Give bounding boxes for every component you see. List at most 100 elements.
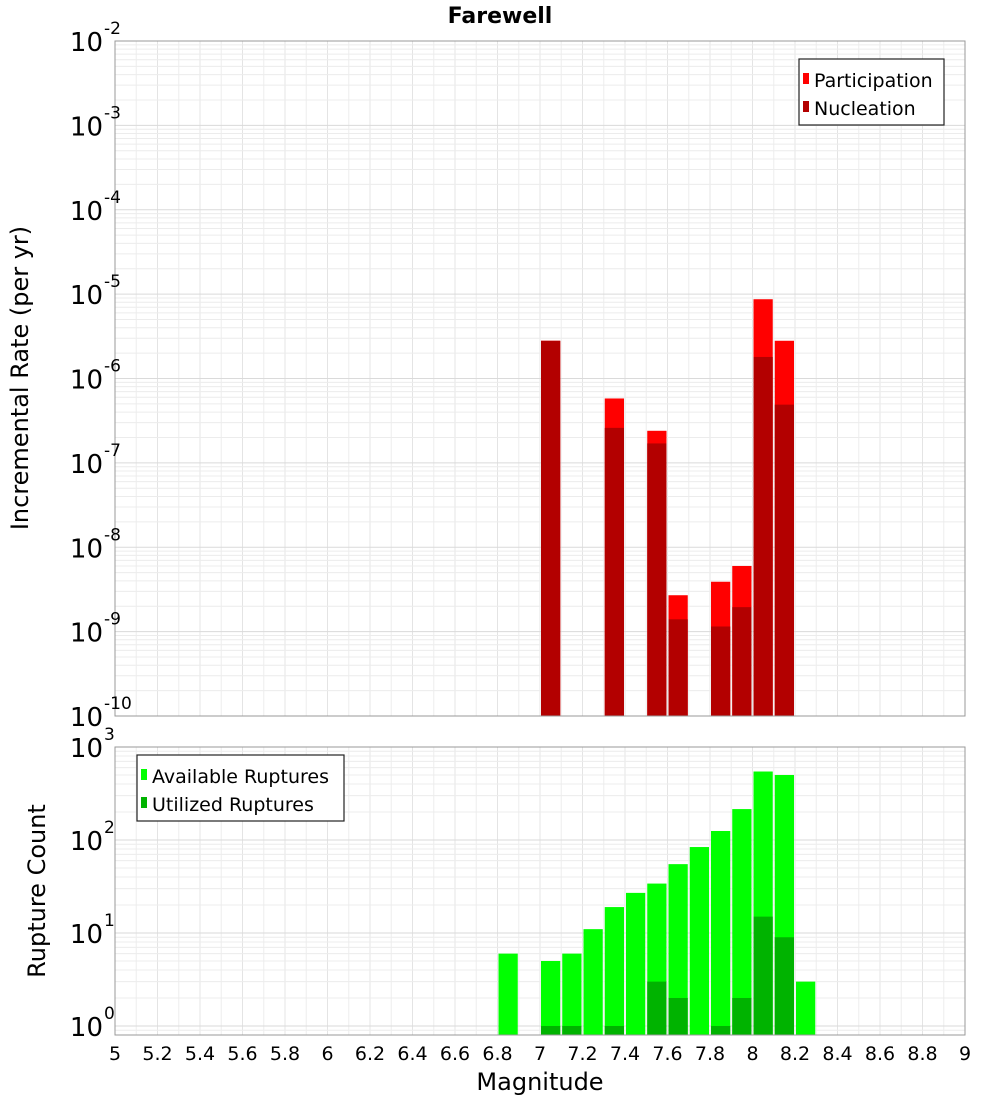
x-tick-label: 6.6 bbox=[440, 1043, 470, 1065]
top-y-tick-label: 10 bbox=[70, 703, 103, 733]
top-y-tick-base: 10 bbox=[70, 112, 103, 142]
top-y-tick-base: 10 bbox=[70, 28, 103, 58]
bottom-legend-box bbox=[136, 754, 345, 822]
top-y-tick-base: 10 bbox=[70, 703, 103, 733]
x-tick-label: 7.2 bbox=[567, 1043, 597, 1065]
x-tick-label: 8 bbox=[746, 1043, 758, 1065]
top-y-axis-title: Incremental Rate (per yr) bbox=[6, 226, 34, 530]
top-y-tick-label: 10 bbox=[70, 281, 103, 311]
bottom-y-tick-label: 10 bbox=[70, 1013, 103, 1043]
x-tick-label: 7 bbox=[534, 1043, 546, 1065]
top-bar-nucleation bbox=[668, 619, 688, 716]
x-tick-label: 8.8 bbox=[907, 1043, 937, 1065]
bottom-bar-available-ruptures bbox=[668, 864, 688, 1035]
bottom-bar-available-ruptures bbox=[626, 892, 646, 1035]
top-bar-nucleation bbox=[604, 427, 624, 716]
x-tick-label: 6.8 bbox=[482, 1043, 512, 1065]
top-bar-nucleation bbox=[541, 340, 561, 716]
top-y-tick-base: 10 bbox=[70, 450, 103, 480]
top-legend-label: Nucleation bbox=[814, 98, 916, 120]
x-tick-label: 8.4 bbox=[822, 1043, 852, 1065]
x-tick-label: 5.8 bbox=[270, 1043, 300, 1065]
top-y-tick-label: 10 bbox=[70, 28, 103, 58]
bottom-legend-swatch bbox=[141, 797, 147, 808]
bottom-bar-available-ruptures bbox=[711, 830, 731, 1035]
bottom-y-tick-label: 10 bbox=[70, 734, 103, 764]
bottom-y-tick-exponent: 2 bbox=[104, 818, 115, 838]
x-tick-label: 6 bbox=[321, 1043, 333, 1065]
top-y-tick-label: 10 bbox=[70, 112, 103, 142]
bottom-y-tick-exponent: 0 bbox=[104, 1004, 115, 1024]
bottom-bar-available-ruptures bbox=[732, 809, 752, 1035]
x-tick-label: 7.8 bbox=[695, 1043, 725, 1065]
plot-frames bbox=[114, 40, 966, 1036]
bottom-bar-available-ruptures bbox=[562, 953, 582, 1035]
top-y-tick-base: 10 bbox=[70, 366, 103, 396]
x-tick-label: 7.4 bbox=[610, 1043, 640, 1065]
top-bar-nucleation bbox=[732, 607, 752, 716]
bottom-bar-utilized-ruptures bbox=[774, 937, 794, 1035]
bottom-bar-utilized-ruptures bbox=[711, 1025, 731, 1035]
bottom-y-tick-exponent: 1 bbox=[104, 911, 115, 931]
top-y-tick-exponent: -2 bbox=[104, 19, 121, 39]
bottom-y-tick-base: 10 bbox=[70, 920, 103, 950]
top-y-tick-exponent: -4 bbox=[104, 188, 121, 208]
x-tick-label: 5.4 bbox=[185, 1043, 215, 1065]
bottom-bar-utilized-ruptures bbox=[647, 981, 667, 1035]
bottom-y-tick-label: 10 bbox=[70, 827, 103, 857]
top-y-tick-label: 10 bbox=[70, 619, 103, 649]
x-tick-label: 7.6 bbox=[652, 1043, 682, 1065]
grid-layer bbox=[114, 40, 966, 1036]
bottom-legend-label: Available Ruptures bbox=[152, 766, 329, 788]
bars-layer bbox=[498, 299, 816, 1035]
bottom-bar-utilized-ruptures bbox=[541, 1025, 561, 1035]
bottom-bar-available-ruptures bbox=[541, 960, 561, 1035]
bottom-bar-available-ruptures bbox=[498, 953, 518, 1035]
top-y-tick-label: 10 bbox=[70, 534, 103, 564]
top-legend-box bbox=[798, 58, 945, 126]
top-bar-nucleation bbox=[753, 356, 773, 716]
bottom-bar-available-ruptures bbox=[796, 981, 816, 1035]
x-tick-label: 5.2 bbox=[142, 1043, 172, 1065]
top-y-tick-exponent: -3 bbox=[104, 103, 121, 123]
top-bar-nucleation bbox=[774, 404, 794, 716]
bottom-bar-utilized-ruptures bbox=[562, 1025, 582, 1035]
top-y-tick-base: 10 bbox=[70, 281, 103, 311]
bottom-y-tick-label: 10 bbox=[70, 920, 103, 950]
bottom-y-axis-title: Rupture Count bbox=[23, 804, 51, 978]
bottom-legend-swatch bbox=[141, 769, 147, 780]
top-y-tick-base: 10 bbox=[70, 534, 103, 564]
x-tick-label: 5 bbox=[109, 1043, 121, 1065]
bottom-bar-available-ruptures bbox=[604, 907, 624, 1035]
x-axis-title: Magnitude bbox=[476, 1068, 603, 1096]
bottom-y-tick-base: 10 bbox=[70, 827, 103, 857]
top-y-tick-base: 10 bbox=[70, 619, 103, 649]
top-y-tick-exponent: -9 bbox=[104, 610, 121, 630]
x-tick-label: 5.6 bbox=[227, 1043, 257, 1065]
top-y-tick-label: 10 bbox=[70, 197, 103, 227]
top-plot-frame bbox=[114, 40, 966, 717]
bottom-bar-utilized-ruptures bbox=[753, 916, 773, 1035]
bottom-legend-label: Utilized Ruptures bbox=[152, 794, 314, 816]
top-y-tick-base: 10 bbox=[70, 197, 103, 227]
x-tick-label: 9 bbox=[959, 1043, 971, 1065]
top-y-tick-exponent: -6 bbox=[104, 357, 121, 377]
bottom-bar-utilized-ruptures bbox=[604, 1025, 624, 1035]
legend-layer: Participation Nucleation Available Rupture… bbox=[136, 58, 945, 822]
top-bar-nucleation bbox=[711, 626, 731, 716]
x-tick-label: 8.6 bbox=[865, 1043, 895, 1065]
x-tick-label: 6.4 bbox=[397, 1043, 427, 1065]
top-legend-swatch bbox=[803, 101, 809, 112]
top-y-tick-exponent: -7 bbox=[104, 441, 121, 461]
top-bar-nucleation bbox=[647, 443, 667, 716]
bottom-bar-available-ruptures bbox=[689, 847, 709, 1035]
top-y-tick-exponent: -8 bbox=[104, 525, 121, 545]
bottom-bar-utilized-ruptures bbox=[668, 997, 688, 1035]
top-legend-swatch bbox=[803, 73, 809, 84]
bottom-y-tick-base: 10 bbox=[70, 734, 103, 764]
top-legend-label: Participation bbox=[814, 70, 933, 92]
x-tick-label: 6.2 bbox=[355, 1043, 385, 1065]
